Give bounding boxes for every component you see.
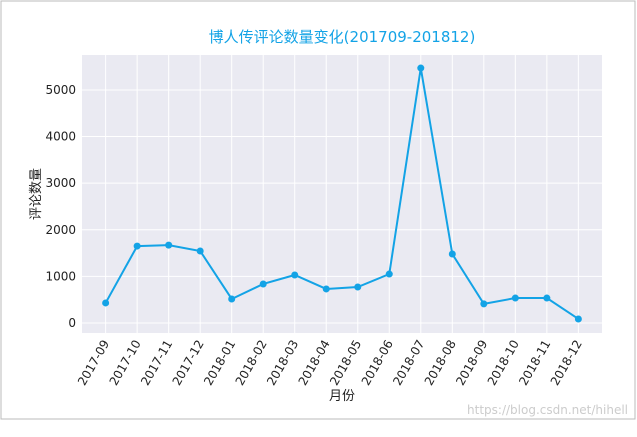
point <box>165 241 173 249</box>
plot-area <box>82 55 602 333</box>
y-tick-label: 4000 <box>45 130 76 144</box>
point <box>291 271 299 279</box>
point <box>385 270 393 278</box>
point <box>574 315 582 323</box>
point <box>543 294 551 302</box>
point <box>196 247 204 255</box>
y-axis-label: 评论数量 <box>29 168 44 220</box>
watermark: https://blog.csdn.net/hihell <box>467 403 628 417</box>
y-tick-label: 0 <box>68 316 76 330</box>
point <box>322 285 330 293</box>
point <box>354 283 362 291</box>
line <box>104 67 579 320</box>
y-tick-label: 3000 <box>45 176 76 190</box>
point <box>417 64 425 72</box>
point <box>480 300 488 308</box>
point <box>448 250 456 258</box>
point <box>511 294 519 302</box>
x-axis-label: 月份 <box>329 389 355 404</box>
y-tick-label: 1000 <box>45 269 76 283</box>
y-tick-label: 5000 <box>45 83 76 97</box>
point <box>102 299 110 307</box>
y-tick-label: 2000 <box>45 223 76 237</box>
point <box>259 280 267 288</box>
chart-title: 博人传评论数量变化(201709-201812) <box>209 28 476 46</box>
point <box>228 295 236 303</box>
point <box>133 242 141 250</box>
